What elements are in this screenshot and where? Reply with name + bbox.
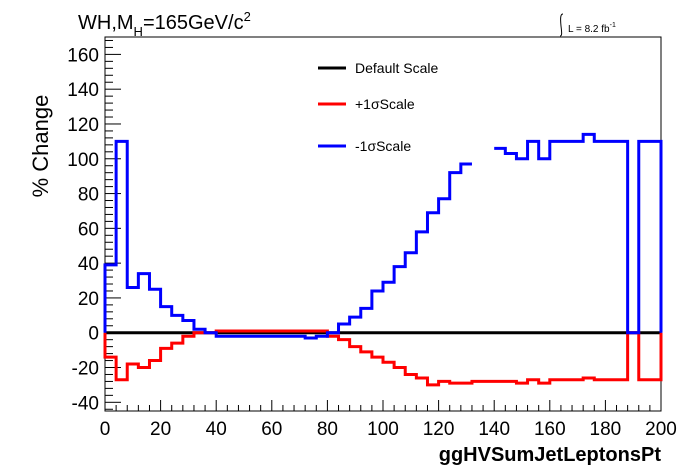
x-tick-label: 180 xyxy=(590,419,622,440)
series-line xyxy=(103,132,663,340)
y-tick-label: 160 xyxy=(67,45,99,66)
legend: Default Scale +1σScale -1σScale xyxy=(318,60,438,154)
x-tick-label: 100 xyxy=(367,419,399,440)
chart-title: WH,MH=165GeV/c2 xyxy=(78,9,251,39)
legend-label: Default Scale xyxy=(355,60,438,76)
y-tick-label: 0 xyxy=(88,324,99,345)
legend-label: -1σScale xyxy=(355,138,411,154)
x-tick-label: 40 xyxy=(206,419,227,440)
y-tick-label: 60 xyxy=(78,219,99,240)
y-tick-label: -40 xyxy=(72,393,99,414)
y-tick-label: 40 xyxy=(78,254,99,275)
y-tick-label: 140 xyxy=(67,80,99,101)
x-tick-label: 200 xyxy=(645,419,677,440)
y-axis-title: % Change xyxy=(28,95,53,198)
y-tick-label: 120 xyxy=(67,115,99,136)
x-axis-ticks: 0 20 40 60 80 100 120 140 160 180 200 xyxy=(100,400,677,440)
x-tick-label: 0 xyxy=(100,419,111,440)
series-layer xyxy=(103,132,663,387)
svg-text:L = 8.2 fb-1: L = 8.2 fb-1 xyxy=(568,22,616,35)
integral-sign-icon xyxy=(559,13,564,37)
y-axis-ticks: -40 -20 0 20 40 60 80 100 120 140 160 xyxy=(67,39,121,414)
luminosity-label: L = 8.2 fb-1 xyxy=(559,13,616,37)
x-axis-title: ggHVSumJetLeptonsPt xyxy=(439,444,662,466)
x-tick-label: 80 xyxy=(317,419,338,440)
x-tick-label: 120 xyxy=(423,419,455,440)
y-tick-label: 20 xyxy=(78,289,99,310)
plot-frame xyxy=(104,36,662,412)
y-tick-label: 100 xyxy=(67,150,99,171)
series-minus-1-sigma-scale xyxy=(103,132,663,340)
series-plus-1-sigma-scale xyxy=(103,329,663,387)
x-tick-label: 160 xyxy=(534,419,566,440)
series-line xyxy=(103,329,663,387)
x-tick-label: 140 xyxy=(478,419,510,440)
x-tick-label: 20 xyxy=(150,419,171,440)
y-tick-label: 80 xyxy=(78,185,99,206)
y-tick-label: -20 xyxy=(72,359,99,380)
x-tick-label: 60 xyxy=(261,419,282,440)
legend-label: +1σScale xyxy=(355,96,415,112)
